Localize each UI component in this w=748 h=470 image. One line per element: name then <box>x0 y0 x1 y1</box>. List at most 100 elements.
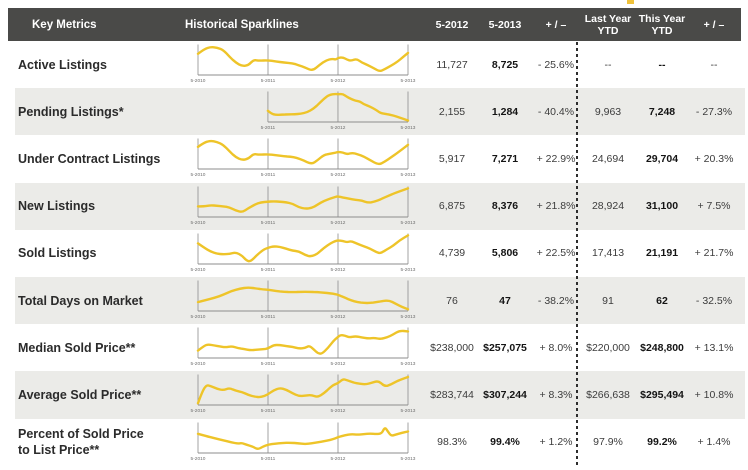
value-month-prev: 2,155 <box>438 105 466 118</box>
metric-label: Percent of Sold Price to List Price** <box>18 426 144 458</box>
axis-tick-label: 5-2010 <box>191 220 206 226</box>
value-month-curr: 1,284 <box>491 105 519 118</box>
value-month-curr: 8,725 <box>491 58 519 71</box>
value-ytd-last: $266,638 <box>586 388 630 401</box>
metric-label: Sold Listings <box>18 246 97 261</box>
value-ytd-this: 31,100 <box>645 200 679 213</box>
sparkline-chart: 5-2010 5-2011 5-2012 5-2013 <box>191 422 416 462</box>
ytd-dashed-separator <box>576 42 578 466</box>
metric-label: New Listings <box>18 199 96 214</box>
header-key-metrics: Key Metrics <box>32 18 97 31</box>
axis-tick-label: 5-2012 <box>331 267 346 273</box>
header-col-4: This Year YTD <box>638 12 686 37</box>
value-month-prev: 6,875 <box>438 200 466 213</box>
metric-label: Total Days on Market <box>18 293 143 308</box>
axis-tick-label: 5-2010 <box>191 408 206 414</box>
sparkline-chart: 5-2010 5-2011 5-2012 5-2013 <box>191 280 416 320</box>
value-ytd-change: + 21.7% <box>694 247 734 260</box>
value-month-curr: 8,376 <box>491 200 519 213</box>
value-month-change: + 21.8% <box>536 200 576 213</box>
axis-tick-label: 5-2013 <box>401 172 416 178</box>
table-row: Average Sold Price** 5-2010 5-2011 5-2012 5… <box>0 371 748 419</box>
value-ytd-last: -- <box>604 58 612 71</box>
spark-path <box>196 186 410 213</box>
table-row: Under Contract Listings 5-2010 5-2011 5-20… <box>0 135 748 182</box>
value-ytd-change: + 7.5% <box>697 200 731 213</box>
axis-tick-label: 5-2011 <box>261 220 276 226</box>
table-header: Key Metrics Historical Sparklines 5-2012… <box>8 8 741 41</box>
header-historical-sparklines: Historical Sparklines <box>185 18 299 31</box>
value-month-curr: 99.4% <box>490 436 520 449</box>
axis-tick-label: 5-2010 <box>191 172 206 178</box>
value-ytd-last: 9,963 <box>594 105 622 118</box>
value-month-change: - 25.6% <box>537 58 575 71</box>
value-month-prev: 11,727 <box>436 58 468 71</box>
value-month-prev: $283,744 <box>430 388 474 401</box>
value-ytd-change: + 1.4% <box>697 436 731 449</box>
axis-tick-label: 5-2012 <box>330 125 345 131</box>
table-row: Pending Listings* 5-2011 5-2012 5-2013 2,1… <box>0 88 748 136</box>
value-month-change: + 22.5% <box>536 247 576 260</box>
table-row: Median Sold Price** 5-2010 5-2011 5-2012 5-… <box>0 324 748 371</box>
spark-path <box>196 376 410 405</box>
table-row: Percent of Sold Price to List Price** 5-… <box>0 419 748 466</box>
axis-tick-label: 5-2010 <box>191 314 206 320</box>
value-month-change: + 8.0% <box>539 341 573 354</box>
metric-label: Pending Listings* <box>18 104 124 119</box>
axis-tick-label: 5-2011 <box>261 78 276 84</box>
value-month-prev: 98.3% <box>437 436 467 449</box>
metric-label: Average Sold Price** <box>18 387 142 402</box>
value-month-change: - 38.2% <box>537 294 575 307</box>
value-month-change: + 8.3% <box>539 388 573 401</box>
value-ytd-last: 28,924 <box>591 200 625 213</box>
sparkline-chart: 5-2010 5-2011 5-2012 5-2013 <box>191 327 416 367</box>
value-ytd-change: + 20.3% <box>694 152 734 165</box>
sparkline-chart: 5-2010 5-2011 5-2012 5-2013 <box>191 186 416 226</box>
value-month-change: + 1.2% <box>539 436 573 449</box>
table-row: Total Days on Market 5-2010 5-2011 5-2012 5… <box>0 276 748 325</box>
spark-path <box>196 46 410 73</box>
axis-tick-label: 5-2011 <box>261 456 276 462</box>
value-ytd-this: 62 <box>656 294 668 307</box>
axis-tick-label: 5-2010 <box>191 456 206 462</box>
value-ytd-last: 17,413 <box>591 247 625 260</box>
value-month-curr: $257,075 <box>483 341 527 354</box>
value-ytd-this: 99.2% <box>647 436 677 449</box>
axis-tick-label: 5-2012 <box>331 172 346 178</box>
spark-path <box>266 93 410 122</box>
axis-tick-label: 5-2013 <box>401 361 416 367</box>
value-ytd-change: + 13.1% <box>694 341 734 354</box>
header-col-5: + / – <box>703 18 725 31</box>
axis-tick-label: 5-2011 <box>261 408 276 414</box>
sparkline-chart: 5-2011 5-2012 5-2013 <box>261 91 416 131</box>
axis-tick-label: 5-2011 <box>261 267 276 273</box>
axis-tick-label: 5-2011 <box>261 361 276 367</box>
axis-tick-label: 5-2012 <box>331 361 346 367</box>
value-ytd-this: -- <box>658 58 666 71</box>
value-ytd-this: 21,191 <box>645 247 679 260</box>
value-month-change: - 40.4% <box>537 105 575 118</box>
spark-path <box>196 426 410 450</box>
axis-tick-label: 5-2013 <box>401 267 416 273</box>
value-ytd-last: 91 <box>602 294 614 307</box>
axis-tick-label: 5-2012 <box>331 408 346 414</box>
axis-tick-label: 5-2010 <box>191 267 206 273</box>
axis-tick-label: 5-2013 <box>401 78 416 84</box>
yellow-dash-decoration <box>627 0 634 4</box>
value-ytd-last: 97.9% <box>593 436 623 449</box>
table-rows: Active Listings 5-2010 5-2011 5-2012 5-2013… <box>0 41 748 466</box>
axis-tick-label: 5-2013 <box>401 220 416 226</box>
header-col-0: 5-2012 <box>435 18 469 31</box>
axis-tick-label: 5-2011 <box>261 125 276 131</box>
axis-tick-label: 5-2012 <box>331 456 346 462</box>
value-ytd-change: - 32.5% <box>695 294 733 307</box>
value-month-prev: 5,917 <box>438 152 466 165</box>
value-ytd-change: -- <box>710 58 718 71</box>
metric-label: Under Contract Listings <box>18 151 161 166</box>
spark-path <box>196 233 410 263</box>
sparkline-chart: 5-2010 5-2011 5-2012 5-2013 <box>191 374 416 414</box>
header-col-1: 5-2013 <box>488 18 522 31</box>
value-month-change: + 22.9% <box>536 152 576 165</box>
value-ytd-this: 29,704 <box>645 152 679 165</box>
header-col-3: Last Year YTD <box>584 12 632 37</box>
